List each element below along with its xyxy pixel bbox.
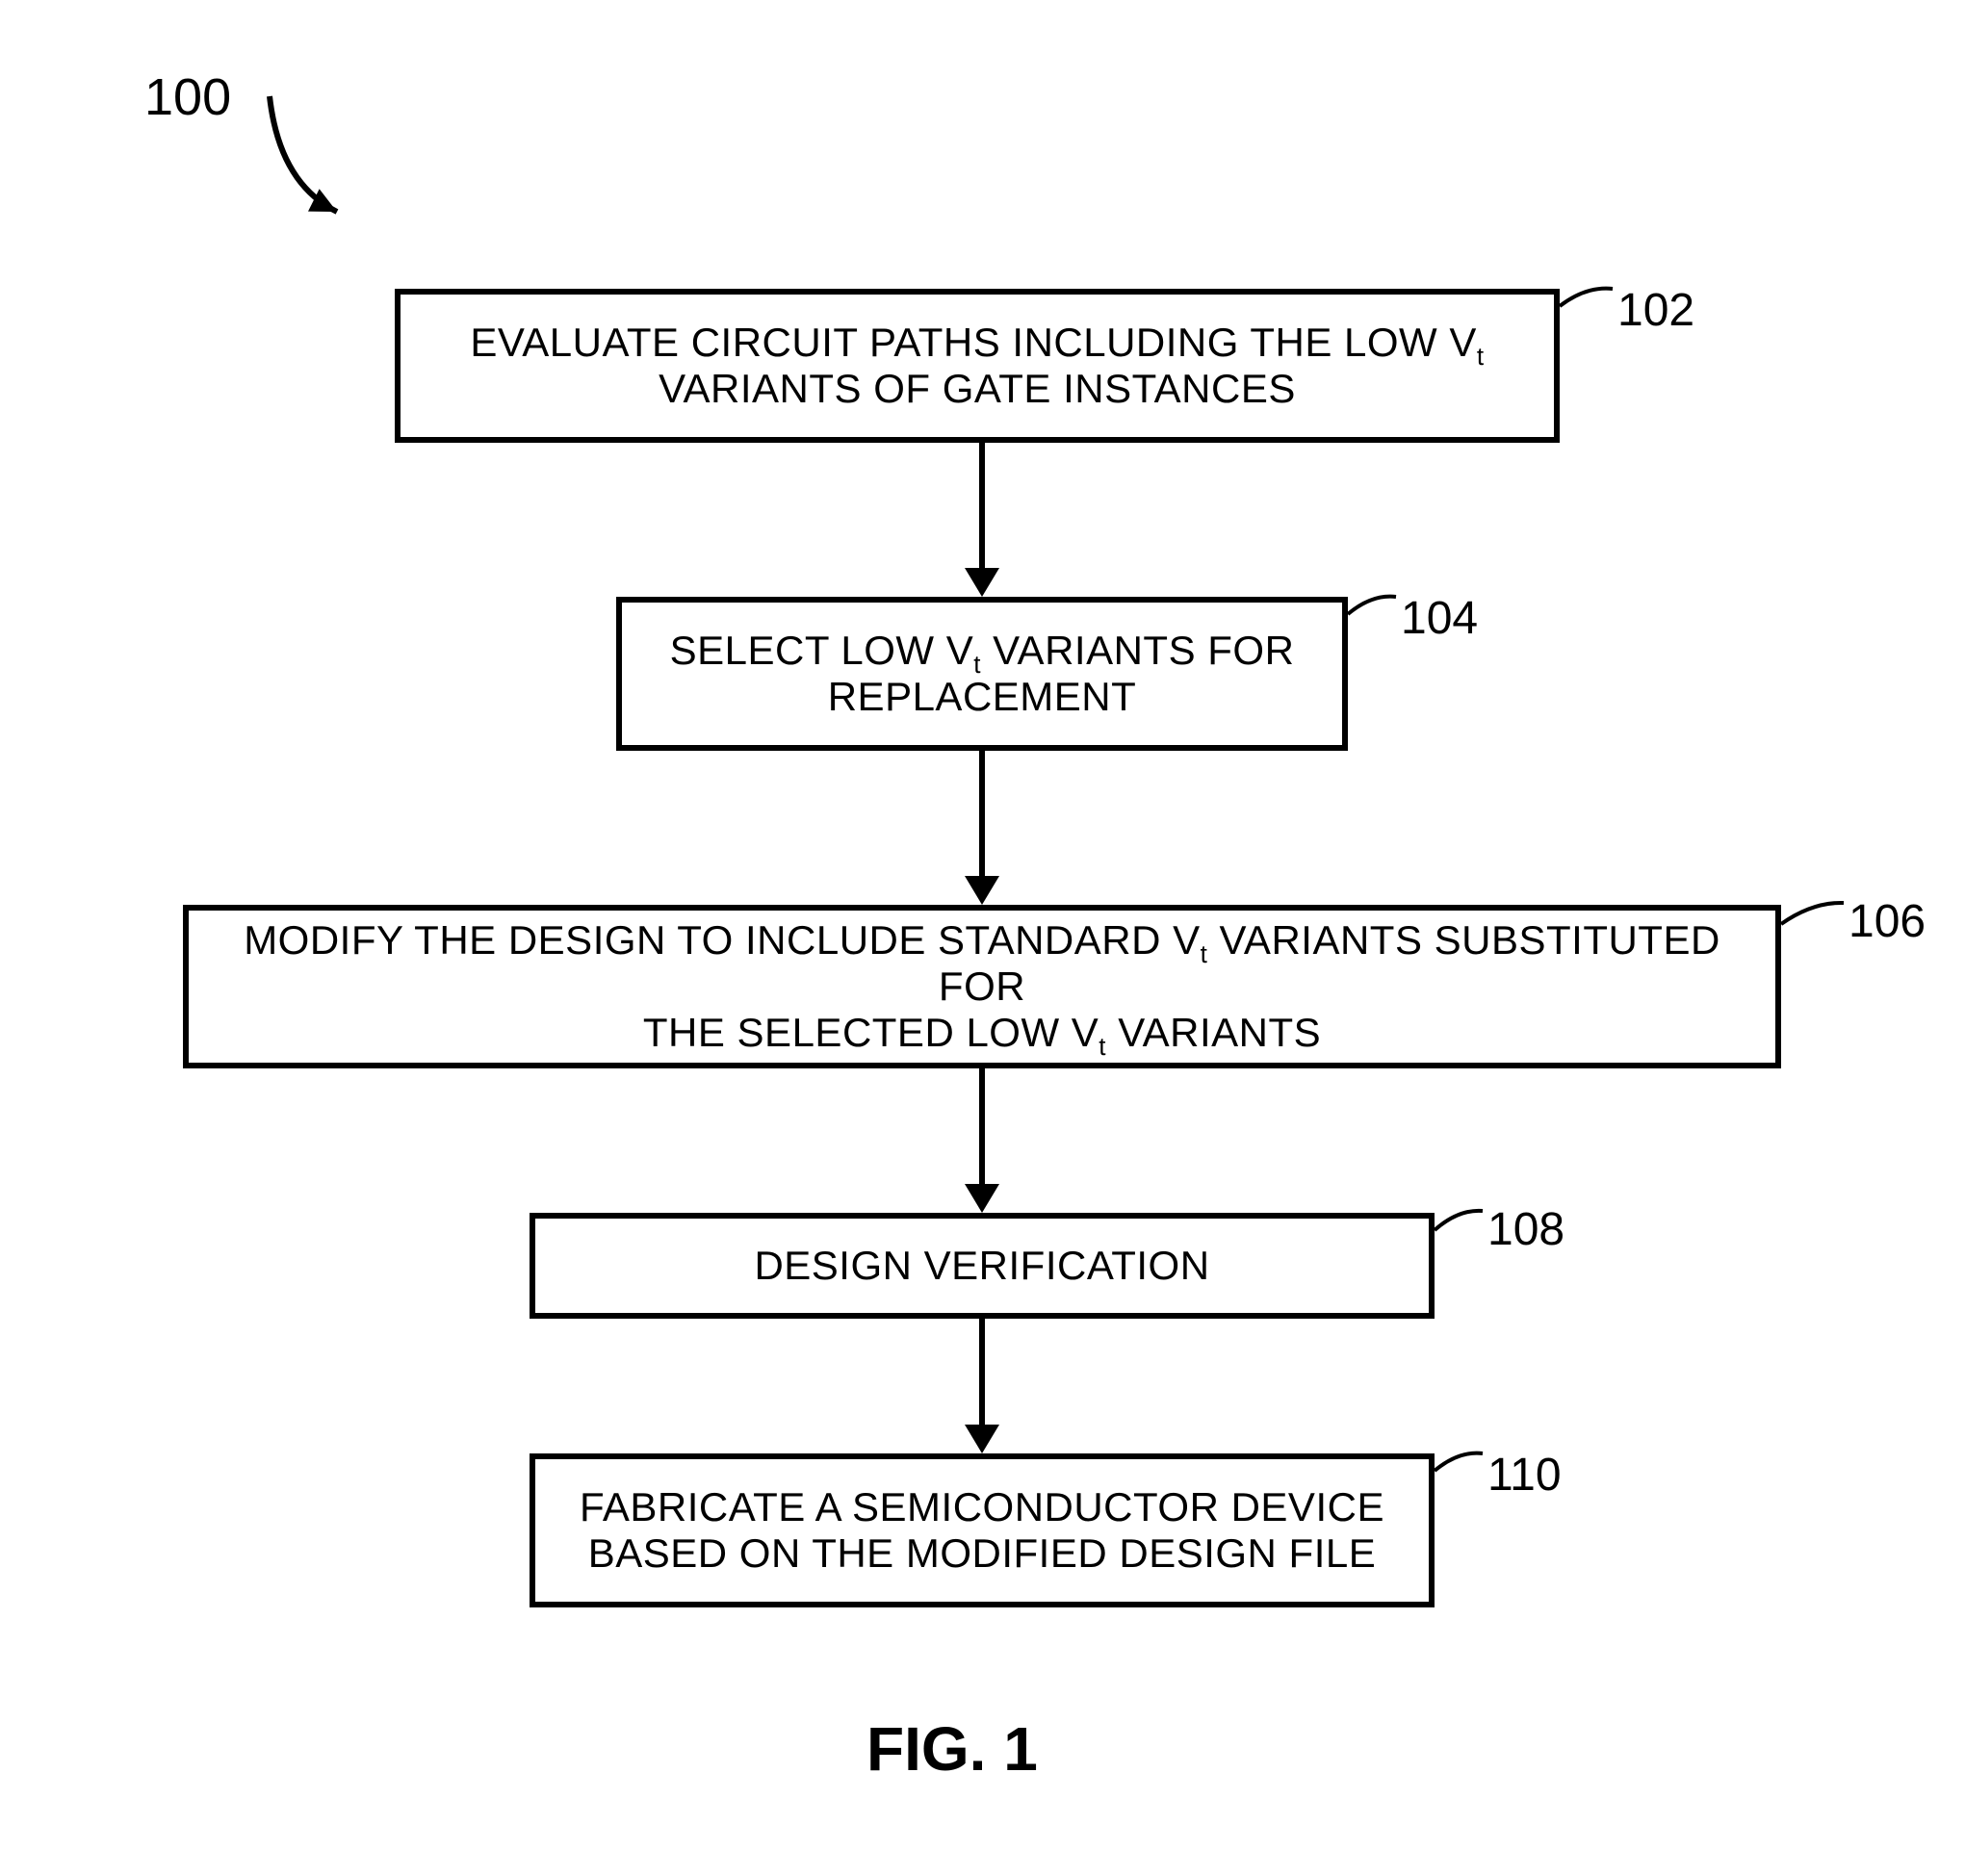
- ref-label-104: 104: [1401, 592, 1478, 645]
- flow-step-108: DESIGN VERIFICATION: [530, 1213, 1435, 1319]
- figure-caption: FIG. 1: [866, 1713, 1038, 1785]
- ref-label-110: 110: [1487, 1449, 1562, 1502]
- flowchart-canvas: 100 EVALUATE CIRCUIT PATHS INCLUDING THE…: [0, 0, 1965, 1876]
- figure-ref-label: 100: [144, 67, 231, 127]
- flow-step-110: FABRICATE A SEMICONDUCTOR DEVICEBASED ON…: [530, 1453, 1435, 1607]
- flow-step-104: SELECT LOW Vt VARIANTS FORREPLACEMENT: [616, 597, 1348, 751]
- flow-step-106: MODIFY THE DESIGN TO INCLUDE STANDARD Vt…: [183, 905, 1781, 1068]
- ref-label-106: 106: [1849, 895, 1926, 948]
- ref-label-102: 102: [1617, 284, 1694, 337]
- ref-label-108: 108: [1487, 1203, 1564, 1256]
- flow-step-102: EVALUATE CIRCUIT PATHS INCLUDING THE LOW…: [395, 289, 1560, 443]
